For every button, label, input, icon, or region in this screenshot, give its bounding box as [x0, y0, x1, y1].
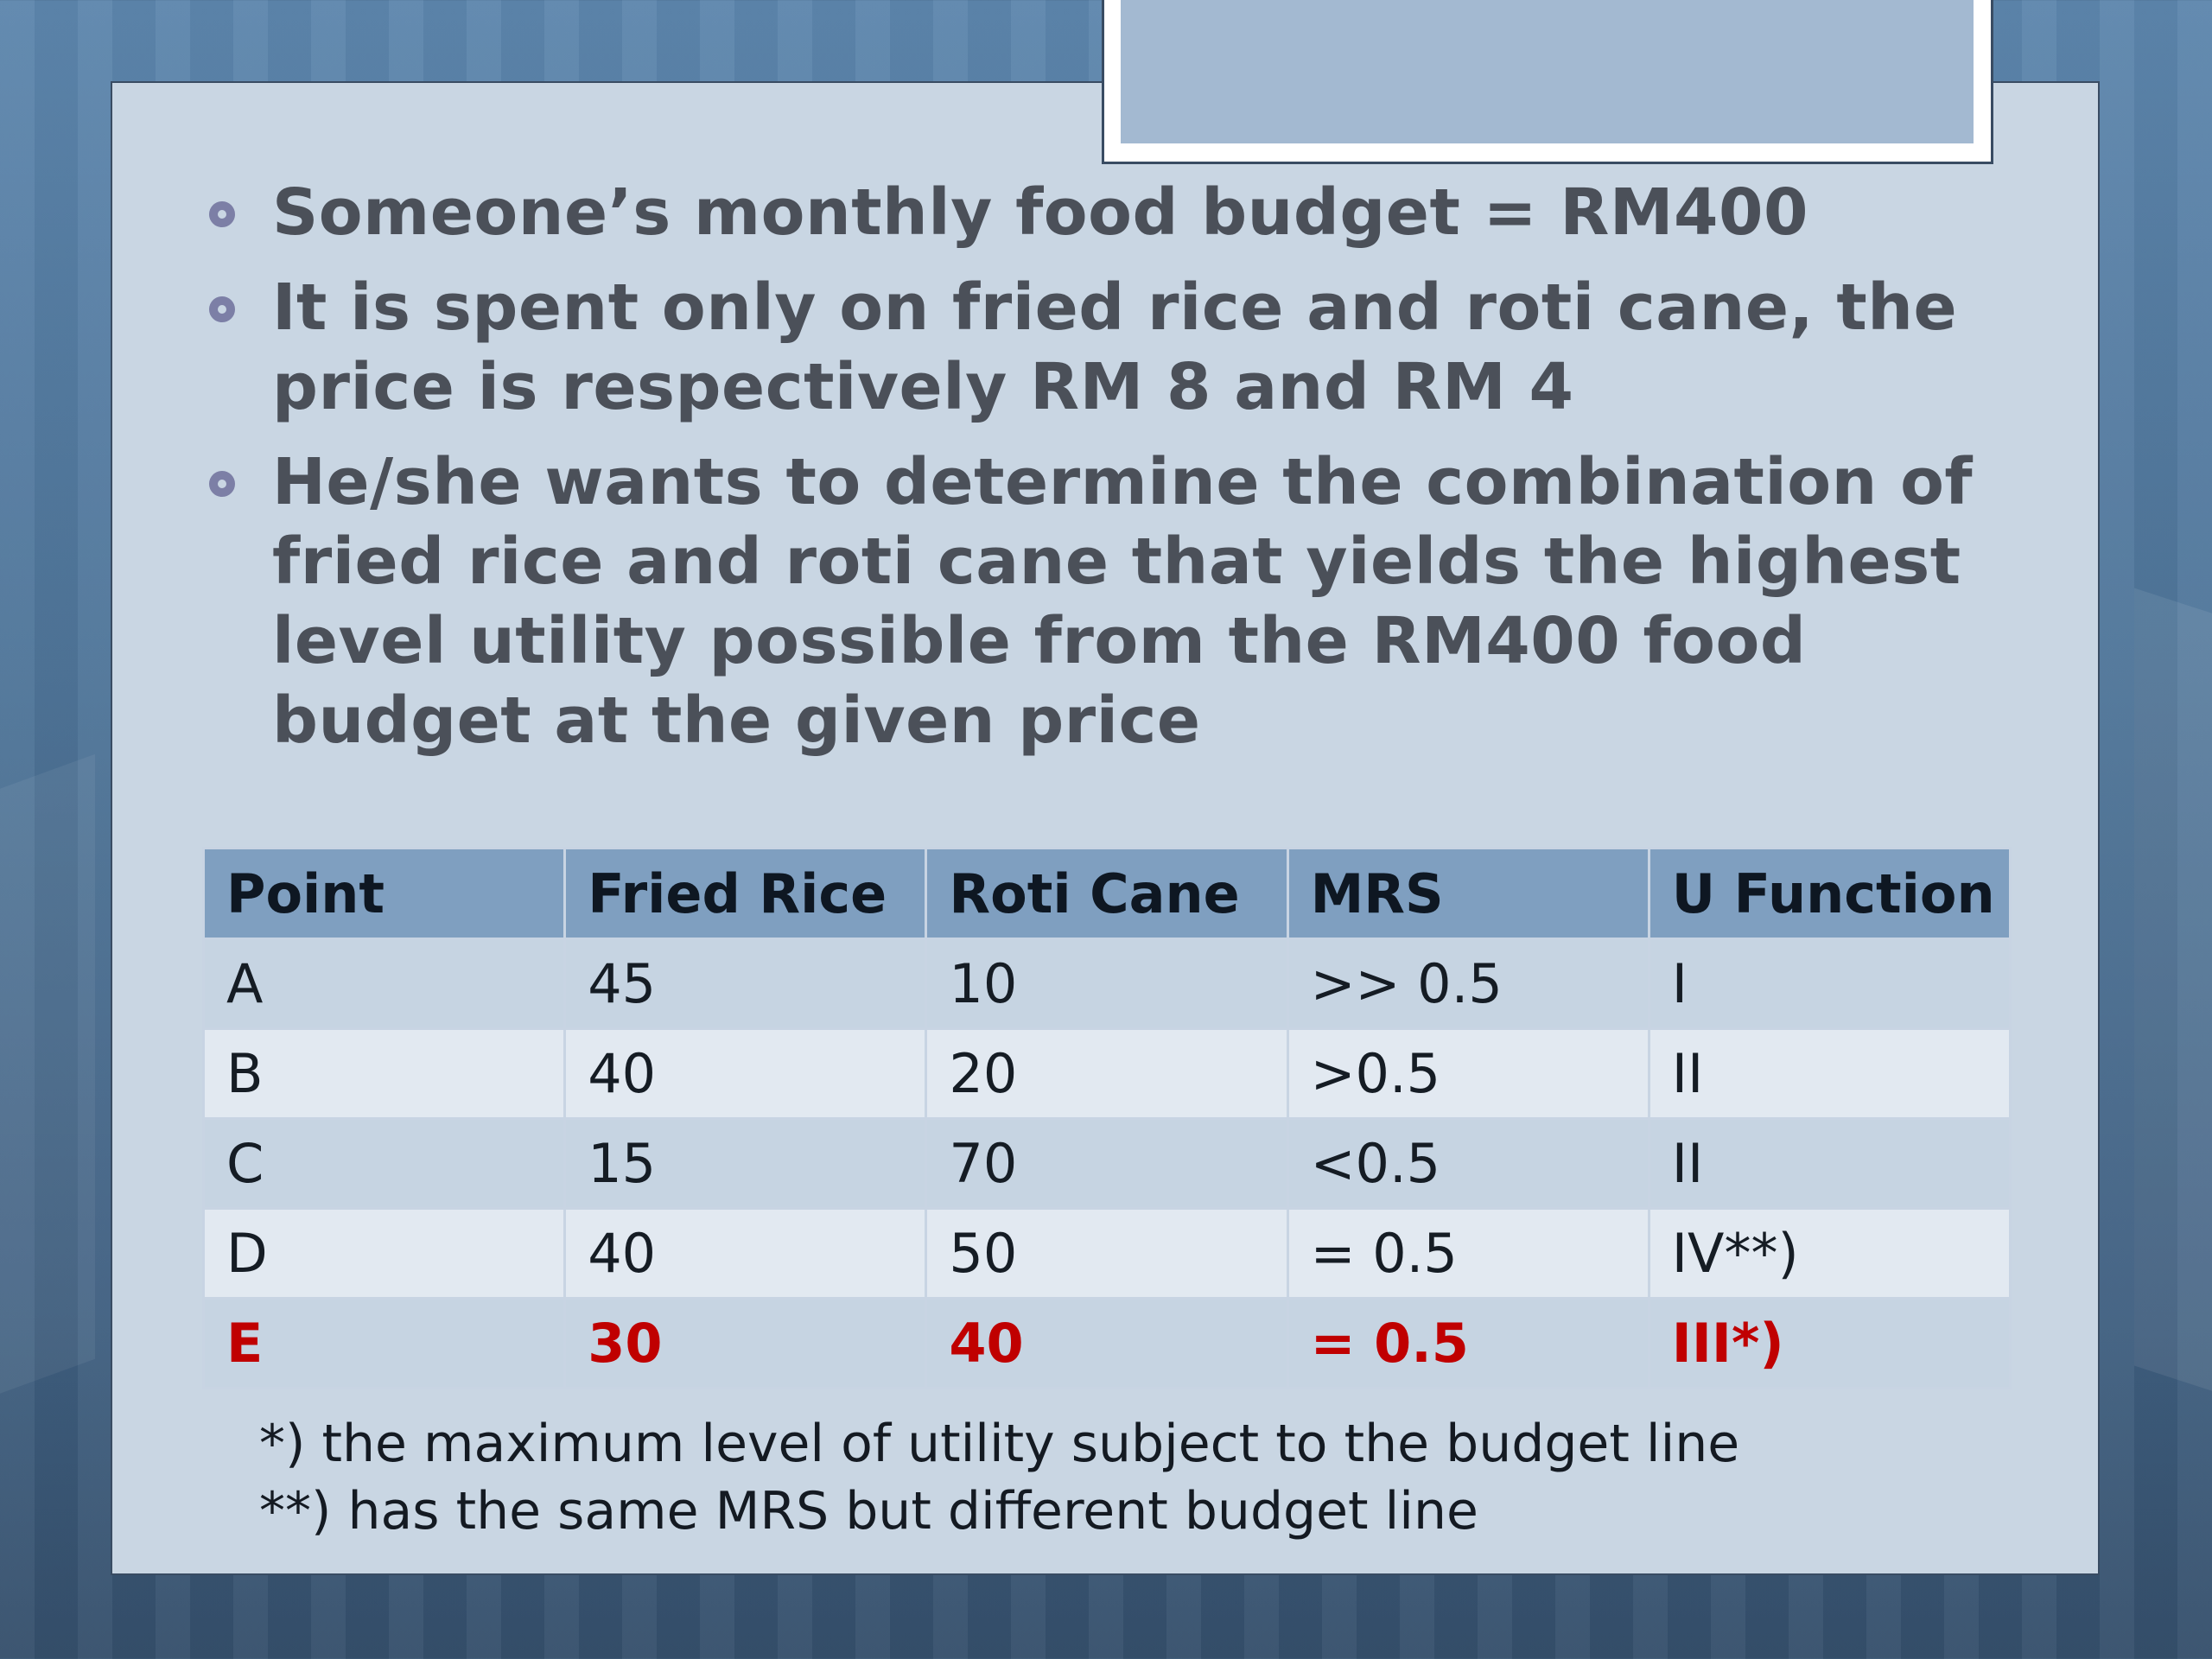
cell-mrs: = 0.5	[1286, 1207, 1650, 1300]
footnote-same-mrs: **) has the same MRS but different budge…	[259, 1481, 1478, 1541]
cell-fried-rice: 40	[563, 1207, 928, 1300]
cell-roti-cane: 10	[925, 938, 1289, 1030]
bullet-circle-icon	[209, 296, 235, 322]
cell-mrs: <0.5	[1286, 1117, 1650, 1210]
cell-roti-cane: 50	[925, 1207, 1289, 1300]
bullet-text: Someone’s monthly food budget = RM400	[272, 175, 1808, 250]
cell-u-function: III*)	[1647, 1297, 2012, 1389]
bullet-list: Someone’s monthly food budget = RM400 It…	[207, 173, 2022, 776]
table-row-optimal: E 30 40 = 0.5 III*)	[201, 1297, 2012, 1389]
title-placeholder	[1121, 0, 1974, 143]
cell-fried-rice: 40	[563, 1027, 928, 1120]
table-row: B 40 20 >0.5 II	[201, 1027, 2012, 1120]
cell-roti-cane: 40	[925, 1297, 1289, 1389]
background-shape-right	[2134, 588, 2212, 1400]
table-row: A 45 10 >> 0.5 I	[201, 938, 2012, 1030]
utility-table: Point Fried Rice Roti Cane MRS U Functio…	[201, 847, 2012, 1389]
cell-roti-cane: 20	[925, 1027, 1289, 1120]
background-shape-left	[0, 753, 95, 1407]
header-roti-cane: Roti Cane	[925, 847, 1289, 940]
bullet-item-budget: Someone’s monthly food budget = RM400	[207, 173, 2022, 252]
header-mrs: MRS	[1286, 847, 1650, 940]
table-row: D 40 50 = 0.5 IV**)	[201, 1207, 2012, 1300]
cell-u-function: II	[1647, 1117, 2012, 1210]
bullet-item-goal: He/she wants to determine the combinatio…	[207, 442, 2022, 760]
cell-fried-rice: 30	[563, 1297, 928, 1389]
header-point: Point	[201, 847, 567, 940]
cell-point: C	[201, 1117, 567, 1210]
cell-u-function: I	[1647, 938, 2012, 1030]
cell-roti-cane: 70	[925, 1117, 1289, 1210]
bullet-text: It is spent only on fried rice and roti …	[272, 270, 1958, 424]
header-fried-rice: Fried Rice	[563, 847, 928, 940]
cell-point: D	[201, 1207, 567, 1300]
cell-u-function: IV**)	[1647, 1207, 2012, 1300]
cell-u-function: II	[1647, 1027, 2012, 1120]
table-header-row: Point Fried Rice Roti Cane MRS U Functio…	[201, 847, 2012, 940]
table-row: C 15 70 <0.5 II	[201, 1117, 2012, 1210]
footnote-max-utility: *) the maximum level of utility subject …	[259, 1414, 1740, 1474]
cell-fried-rice: 45	[563, 938, 928, 1030]
bullet-circle-icon	[209, 201, 235, 227]
bullet-item-prices: It is spent only on fried rice and roti …	[207, 268, 2022, 427]
cell-mrs: >0.5	[1286, 1027, 1650, 1120]
cell-point: A	[201, 938, 567, 1030]
cell-point: B	[201, 1027, 567, 1120]
cell-mrs: = 0.5	[1286, 1297, 1650, 1389]
footnotes: *) the maximum level of utility subject …	[259, 1410, 1739, 1545]
bullet-text: He/she wants to determine the combinatio…	[272, 445, 1974, 758]
cell-point: E	[201, 1297, 567, 1389]
bullet-circle-icon	[209, 471, 235, 497]
header-u-function: U Function	[1647, 847, 2012, 940]
cell-mrs: >> 0.5	[1286, 938, 1650, 1030]
cell-fried-rice: 15	[563, 1117, 928, 1210]
